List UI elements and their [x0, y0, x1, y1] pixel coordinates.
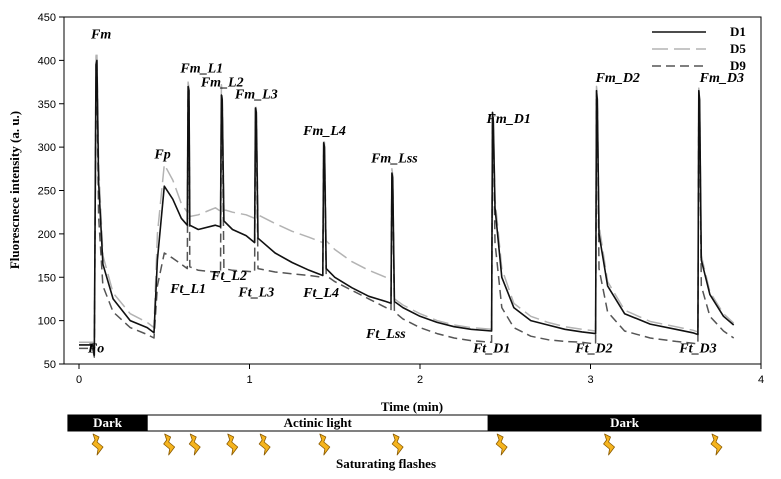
y-tick-label: 100 — [38, 316, 56, 328]
y-tick-label: 400 — [38, 55, 56, 67]
annotation-ft-l4: Ft_L4 — [302, 286, 339, 301]
flash-caption: Saturating flashes — [336, 456, 436, 471]
lightning-icon — [163, 433, 176, 456]
bar-segment-label: Dark — [610, 415, 640, 430]
x-tick-label: 1 — [246, 374, 252, 386]
annotation-fo: Fo — [87, 342, 104, 357]
y-tick-label: 450 — [38, 12, 56, 24]
lightning-icon — [391, 433, 404, 456]
x-axis-title: Time (min) — [381, 399, 443, 414]
annotation-fm-d1: Fm_D1 — [485, 112, 530, 127]
y-tick-label: 350 — [38, 99, 56, 111]
annotation-fm-l3: Fm_L3 — [234, 88, 278, 103]
lightning-icon — [710, 433, 723, 456]
lightning-icon — [226, 433, 239, 456]
x-tick-label: 2 — [417, 374, 423, 386]
annotation-fm-l4: Fm_L4 — [302, 124, 346, 139]
annotation-ft-l2: Ft_L2 — [210, 269, 247, 284]
lightning-icon — [318, 433, 331, 456]
plot-lines — [79, 50, 735, 358]
light-condition-bar: Dark Actinic light Dark — [67, 414, 762, 432]
annotation-ft-l1: Ft_L1 — [169, 282, 206, 297]
annotation-fm: Fm — [90, 28, 111, 43]
annotation-ft-d2: Ft_D2 — [574, 342, 612, 357]
annotation-fp: Fp — [153, 147, 170, 162]
y-tick-label: 250 — [38, 186, 56, 198]
lightning-icon — [188, 433, 201, 456]
series-line-d1 — [79, 59, 735, 357]
y-tick-label: 200 — [38, 229, 56, 241]
x-tick-label: 4 — [758, 374, 764, 386]
y-tick-label: 50 — [44, 359, 56, 371]
annotation-fm-d3: Fm_D3 — [699, 71, 744, 86]
bar-segment-dark — [487, 414, 762, 432]
legend-label-d5: D5 — [730, 41, 746, 56]
annotation-fm-d2: Fm_D2 — [595, 71, 640, 86]
series-line-d9 — [79, 81, 735, 358]
annotation-fm-lss: Fm_Lss — [370, 152, 418, 167]
legend-label-d1: D1 — [730, 24, 746, 39]
lightning-icon — [495, 433, 508, 456]
x-tick-label: 3 — [587, 374, 593, 386]
y-tick-label: 150 — [38, 272, 56, 284]
lightning-icon — [258, 433, 271, 456]
axis-ticks — [59, 16, 762, 369]
legend-label-d9: D9 — [730, 58, 746, 73]
bar-segment-label: Dark — [93, 415, 123, 430]
annotation-fm-l2: Fm_L2 — [200, 75, 244, 90]
series-line-d5 — [79, 50, 735, 355]
annotation-ft-d1: Ft_D1 — [472, 342, 510, 357]
x-tick-label: 0 — [76, 374, 82, 386]
annotation-ft-lss: Ft_Lss — [365, 327, 406, 342]
y-tick-label: 300 — [38, 142, 56, 154]
annotation-ft-d3: Ft_D3 — [678, 342, 716, 357]
saturating-flashes — [91, 433, 723, 456]
legend: D1 D5 D9 — [652, 24, 746, 73]
lightning-icon — [91, 433, 104, 456]
annotation-ft-l3: Ft_L3 — [237, 285, 274, 300]
bar-segment-label: Actinic light — [284, 415, 353, 430]
y-axis-title: Fluorescnece intensity (a. u.) — [7, 111, 22, 269]
lightning-icon — [603, 433, 615, 456]
annotation-fm-l1: Fm_L1 — [179, 62, 223, 77]
